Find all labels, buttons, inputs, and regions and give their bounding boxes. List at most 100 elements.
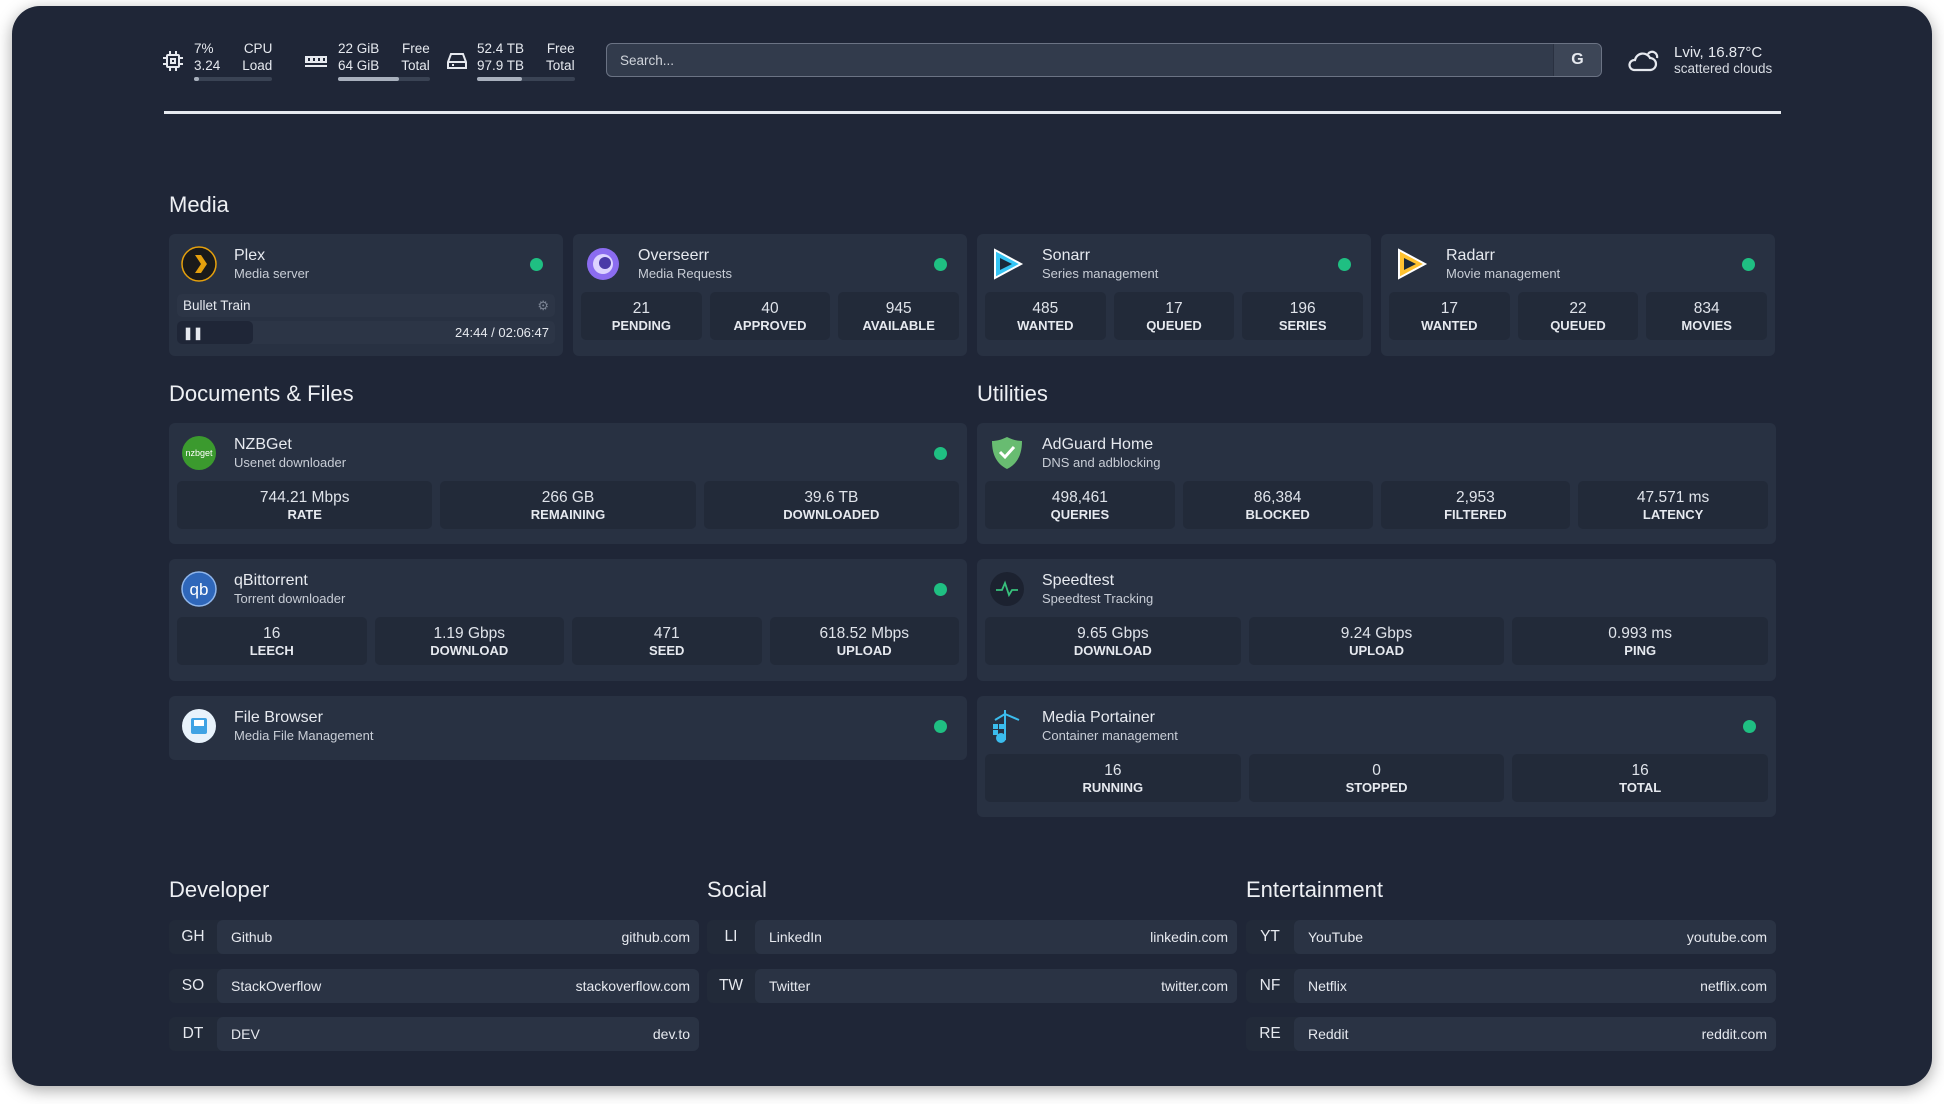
search-engine-button[interactable]: G [1553, 44, 1601, 76]
bookmark-reddit[interactable]: RE Reddit reddit.com [1246, 1017, 1776, 1051]
cpu-icon [163, 50, 183, 71]
bookmark-url: linkedin.com [1150, 929, 1228, 945]
search-box: G [606, 43, 1602, 77]
stats-row: 744.21 Mbps RATE 266 GB REMAINING 39.6 TB DOW… [177, 481, 959, 529]
service-name: Speedtest [1042, 572, 1115, 589]
bookmark-url: twitter.com [1161, 977, 1228, 994]
bookmark-stackoverflow[interactable]: SO StackOverflow stackoverflow.com [169, 968, 699, 1003]
bookmark-abbr: SO [181, 976, 205, 994]
bookmark-github[interactable]: GH Github github.com [169, 920, 699, 954]
stat-label: WANTED [1017, 317, 1074, 333]
bookmark-abbr: NF [1259, 976, 1281, 994]
service-desc: Speedtest Tracking [1042, 591, 1154, 606]
disk-icon [447, 52, 467, 69]
stat-label: DOWNLOAD [430, 642, 509, 658]
stat-label: UPLOAD [836, 642, 892, 658]
disk-widget: 52.4 TB Free 97.9 TB Total [447, 40, 575, 81]
svg-text:nzbget: nzbget [185, 448, 213, 458]
service-name: Radarr [1446, 247, 1495, 264]
stat-block: 498,461 QUERIES [985, 481, 1175, 529]
bookmark-url: dev.to [652, 1026, 690, 1042]
memory-bar [338, 77, 430, 81]
service-name: Overseerr [638, 247, 710, 264]
bookmark-twitter[interactable]: TW Twitter twitter.com [707, 968, 1237, 1003]
stat-block: 1.19 Gbps DOWNLOAD [374, 617, 564, 665]
service-card-portainer[interactable]: Media Portainer Container management 16 RUN… [977, 696, 1776, 817]
stat-value: 744.21 Mbps [259, 488, 350, 506]
playback-time: 24:44 / 02:06:47 [455, 325, 549, 340]
nzbget-icon: nzbget [182, 436, 216, 470]
service-card-sonarr[interactable]: Sonarr Series management 485 WANTED 17 QUEUED… [977, 234, 1371, 356]
service-card-speedtest[interactable]: Speedtest Speedtest Tracking 9.65 Gbps DOWN… [977, 559, 1776, 681]
service-name: NZBGet [234, 436, 292, 453]
service-card-nzbget[interactable]: nzbget NZBGet Usenet downloader 744.21 Mbps… [169, 423, 967, 544]
stat-label: RUNNING [1082, 779, 1144, 795]
status-indicator [530, 257, 543, 271]
bookmark-group-title: Entertainment [1246, 877, 1383, 902]
stat-value: 2,953 [1455, 488, 1495, 506]
bookmark-linkedin[interactable]: LI LinkedIn linkedin.com [707, 920, 1237, 954]
service-name: qBittorrent [234, 572, 308, 589]
bookmark-url: youtube.com [1686, 929, 1767, 945]
stat-label: QUEUED [1550, 317, 1606, 333]
stat-label: FILTERED [1444, 506, 1507, 522]
total-label: Total [546, 58, 575, 73]
stat-block: 196 SERIES [1242, 292, 1364, 340]
service-card-plex[interactable]: Plex Media server Bullet Train ⚙ ❚❚ 24:44 /… [169, 234, 563, 356]
speedtest-icon [990, 572, 1024, 606]
bookmark-name: Reddit [1308, 1026, 1349, 1042]
service-card-radarr[interactable]: Radarr Movie management 17 WANTED 22 QUEUED 83… [1381, 234, 1775, 356]
stat-label: APPROVED [733, 317, 807, 333]
adguard-icon [992, 437, 1022, 469]
overseerr-icon [587, 248, 619, 280]
cpu-bar [194, 77, 273, 81]
service-card-overseerr[interactable]: Overseerr Media Requests 21 PENDING 40 APPROV… [573, 234, 967, 356]
stat-value: 16 [263, 624, 281, 642]
stat-label: RATE [287, 506, 322, 522]
bookmark-group-title: Social [707, 877, 767, 902]
stat-label: SEED [649, 642, 685, 658]
radarr-icon [1398, 248, 1428, 280]
stat-value: 485 [1032, 299, 1059, 317]
stat-block: 86,384 BLOCKED [1182, 481, 1373, 529]
service-card-filebrowser[interactable]: File Browser Media File Management [169, 696, 967, 760]
playback-bar[interactable]: ❚❚ 24:44 / 02:06:47 [177, 321, 555, 344]
stat-label: LEECH [249, 642, 294, 658]
status-indicator [1742, 257, 1755, 271]
settings-icon[interactable]: ⚙ [537, 297, 549, 313]
stat-block: 471 SEED [572, 617, 762, 665]
memory-icon [305, 55, 327, 67]
service-card-qbittorrent[interactable]: qb qBittorrent Torrent downloader 16 LEECH 1.… [169, 559, 967, 681]
stat-block: 485 WANTED [985, 292, 1106, 340]
bookmark-youtube[interactable]: YT YouTube youtube.com [1246, 920, 1776, 954]
search-input[interactable] [607, 44, 1553, 76]
service-desc: Usenet downloader [234, 455, 347, 470]
bookmark-netflix[interactable]: NF Netflix netflix.com [1246, 968, 1776, 1003]
bookmark-dev[interactable]: DT DEV dev.to [169, 1017, 699, 1051]
sonarr-icon [994, 248, 1024, 280]
stat-value: 17 [1165, 299, 1183, 317]
stat-label: BLOCKED [1245, 506, 1310, 522]
pause-icon[interactable]: ❚❚ [183, 325, 204, 340]
service-name: Media Portainer [1042, 709, 1155, 726]
stat-value: 196 [1289, 299, 1316, 317]
service-card-adguard[interactable]: AdGuard Home DNS and adblocking 498,461 QUE… [977, 423, 1776, 544]
stat-label: LATENCY [1642, 506, 1704, 522]
stat-value: 618.52 Mbps [819, 624, 910, 642]
service-desc: Torrent downloader [234, 591, 346, 606]
stat-block: 618.52 Mbps UPLOAD [769, 617, 959, 665]
service-desc: Media File Management [234, 728, 374, 743]
stat-value: 16 [1104, 761, 1122, 779]
stat-value: 17 [1440, 299, 1458, 317]
stat-block: 0.993 ms PING [1512, 617, 1769, 665]
bookmark-name: Twitter [769, 977, 811, 994]
service-name: File Browser [234, 709, 323, 726]
stat-label: DOWNLOADED [783, 506, 880, 522]
stat-label: STOPPED [1345, 779, 1408, 795]
stat-value: 834 [1693, 299, 1720, 317]
stat-value: 498,461 [1051, 488, 1108, 506]
bookmark-name: DEV [231, 1026, 260, 1042]
stat-value: 16 [1631, 761, 1649, 779]
stat-block: 40 APPROVED [709, 292, 831, 340]
stat-block: 16 TOTAL [1512, 754, 1769, 802]
